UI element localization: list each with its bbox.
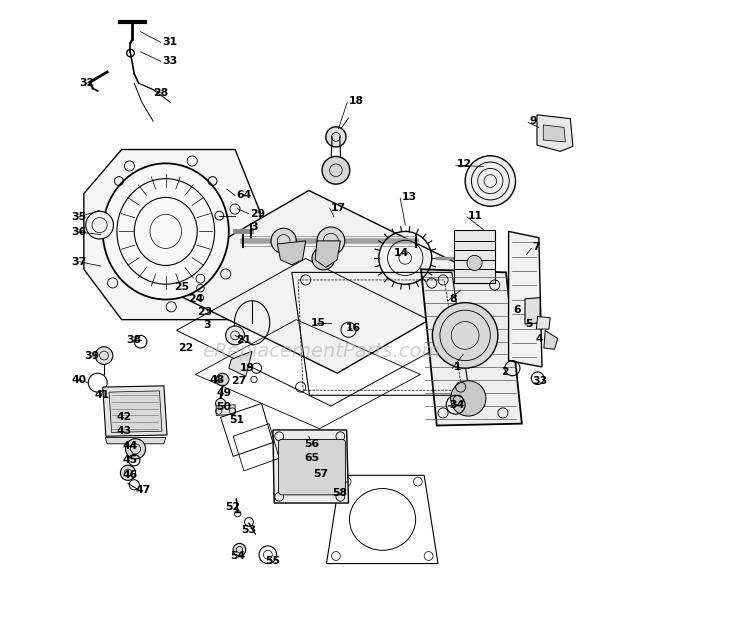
Circle shape	[271, 229, 296, 253]
Text: 1: 1	[454, 362, 461, 372]
Polygon shape	[543, 125, 566, 142]
Text: 32: 32	[79, 78, 94, 89]
Polygon shape	[536, 316, 550, 329]
Polygon shape	[109, 391, 162, 432]
Text: 8: 8	[449, 294, 457, 304]
Text: 7: 7	[532, 242, 540, 252]
Polygon shape	[454, 230, 495, 283]
Text: 15: 15	[310, 318, 326, 328]
Text: 6: 6	[514, 305, 521, 315]
Text: 43: 43	[116, 426, 132, 436]
Text: 17: 17	[331, 203, 346, 213]
Circle shape	[451, 381, 486, 416]
Circle shape	[312, 455, 334, 478]
Text: 49: 49	[216, 389, 231, 398]
Text: 53: 53	[242, 525, 256, 534]
Text: 47: 47	[136, 485, 151, 495]
Text: 37: 37	[71, 256, 86, 266]
Text: 56: 56	[304, 439, 320, 449]
Text: 22: 22	[178, 343, 194, 353]
Polygon shape	[273, 430, 349, 503]
Text: 54: 54	[230, 551, 245, 561]
Text: 11: 11	[468, 211, 483, 221]
Circle shape	[125, 439, 146, 459]
Text: 24: 24	[188, 294, 204, 304]
Polygon shape	[152, 191, 495, 373]
Text: 44: 44	[123, 441, 138, 451]
Circle shape	[288, 455, 310, 478]
Text: 23: 23	[197, 307, 212, 317]
Text: 13: 13	[401, 192, 416, 202]
Circle shape	[467, 255, 482, 270]
Ellipse shape	[103, 163, 229, 299]
Text: 35: 35	[71, 212, 86, 222]
Circle shape	[326, 127, 346, 147]
Polygon shape	[229, 351, 252, 377]
Polygon shape	[216, 404, 235, 415]
Text: 31: 31	[162, 37, 177, 47]
Polygon shape	[537, 115, 573, 151]
Text: 41: 41	[94, 391, 110, 400]
Text: 55: 55	[265, 556, 280, 566]
Polygon shape	[544, 330, 558, 349]
Circle shape	[432, 303, 498, 368]
Text: 45: 45	[123, 455, 138, 465]
Polygon shape	[315, 241, 340, 267]
Text: 48: 48	[210, 375, 225, 384]
Circle shape	[312, 247, 334, 270]
Polygon shape	[278, 241, 306, 265]
Text: 33: 33	[532, 376, 548, 385]
Text: 4: 4	[536, 334, 543, 344]
Text: 29: 29	[251, 209, 266, 219]
Circle shape	[95, 347, 112, 365]
Polygon shape	[421, 269, 522, 425]
Text: 2: 2	[501, 367, 509, 377]
Text: eReplacementParts.com: eReplacementParts.com	[202, 342, 440, 361]
Text: 5: 5	[525, 319, 532, 329]
Text: 42: 42	[116, 412, 132, 422]
Text: 50: 50	[216, 402, 231, 412]
Text: 34: 34	[449, 399, 464, 410]
Text: 51: 51	[229, 415, 244, 425]
Text: 36: 36	[71, 227, 86, 237]
Text: 16: 16	[346, 323, 362, 334]
Circle shape	[215, 398, 226, 408]
Text: 57: 57	[314, 469, 328, 479]
Polygon shape	[103, 386, 167, 436]
Text: 39: 39	[84, 351, 99, 361]
Circle shape	[121, 465, 136, 480]
Text: 28: 28	[153, 88, 168, 97]
Text: 33: 33	[162, 56, 177, 66]
Text: 12: 12	[457, 159, 472, 169]
Text: 27: 27	[231, 377, 247, 386]
Text: 38: 38	[126, 335, 141, 346]
Text: 19: 19	[239, 363, 254, 373]
Text: 3: 3	[251, 222, 258, 232]
Text: 64: 64	[236, 191, 251, 201]
Circle shape	[465, 156, 515, 206]
Polygon shape	[105, 437, 166, 444]
Text: 25: 25	[175, 282, 190, 292]
Circle shape	[86, 211, 113, 239]
Text: 58: 58	[332, 488, 347, 498]
Circle shape	[233, 543, 246, 556]
Text: 9: 9	[530, 116, 537, 126]
Text: 21: 21	[236, 335, 251, 345]
Text: 46: 46	[123, 470, 138, 480]
Text: 40: 40	[71, 375, 86, 384]
Polygon shape	[509, 232, 542, 367]
Text: 52: 52	[225, 502, 240, 512]
Circle shape	[216, 373, 229, 386]
Circle shape	[322, 156, 350, 184]
Text: 18: 18	[349, 96, 364, 106]
Polygon shape	[84, 149, 260, 320]
Polygon shape	[525, 298, 540, 324]
Text: 14: 14	[394, 249, 409, 258]
Text: 65: 65	[304, 453, 320, 463]
FancyBboxPatch shape	[278, 439, 346, 495]
Circle shape	[317, 227, 345, 254]
Circle shape	[226, 326, 245, 345]
Text: 3: 3	[203, 320, 211, 330]
